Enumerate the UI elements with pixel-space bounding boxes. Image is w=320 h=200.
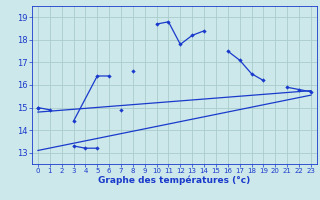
X-axis label: Graphe des températures (°c): Graphe des températures (°c) <box>98 176 251 185</box>
